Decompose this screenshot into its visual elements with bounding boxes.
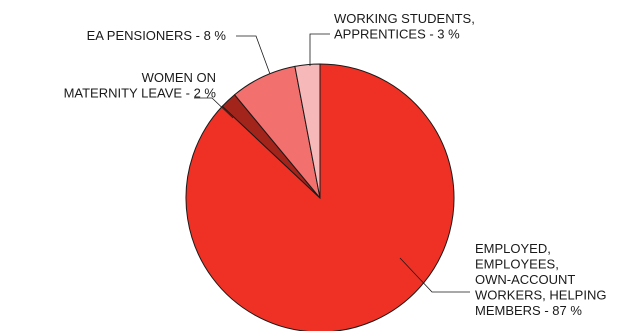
leader-line-3 — [309, 33, 330, 66]
slice-label-0-line-4: MEMBERS - 87 % — [475, 303, 582, 318]
slice-label-2-line-0: EA PENSIONERS - 8 % — [87, 28, 227, 43]
slice-label-0-line-2: OWN-ACCOUNT — [475, 272, 575, 287]
slice-label-2: EA PENSIONERS - 8 % — [87, 28, 227, 43]
pie-slice-3 — [294, 63, 321, 199]
slice-label-0-line-1: EMPLOYEES, — [475, 257, 559, 272]
slice-label-1: WOMEN ON MATERNITY LEAVE - 2 % — [64, 70, 217, 101]
slice-label-3-line-1: APPRENTICES - 3 % — [334, 27, 460, 42]
slice-label-1-line-1: MATERNITY LEAVE - 2 % — [64, 86, 217, 101]
pie-slices — [185, 63, 455, 331]
slice-label-0-line-3: WORKERS, HELPING — [475, 288, 606, 303]
leader-line-2 — [236, 35, 271, 75]
leader-line-1 — [194, 97, 234, 119]
slice-label-0-line-0: EMPLOYED, — [475, 241, 551, 256]
leader-line-0 — [399, 257, 470, 293]
slice-label-3-line-0: WORKING STUDENTS, — [334, 11, 475, 26]
slice-label-0: EMPLOYED, EMPLOYEES, OWN-ACCOUNT WORKERS, H… — [475, 241, 606, 318]
slice-label-3: WORKING STUDENTS, APPRENTICES - 3 % — [334, 11, 475, 42]
leader-lines — [194, 33, 470, 293]
slice-label-1-line-0: WOMEN ON — [142, 70, 216, 85]
slice-labels: EMPLOYED, EMPLOYEES, OWN-ACCOUNT WORKERS, H… — [64, 11, 607, 318]
